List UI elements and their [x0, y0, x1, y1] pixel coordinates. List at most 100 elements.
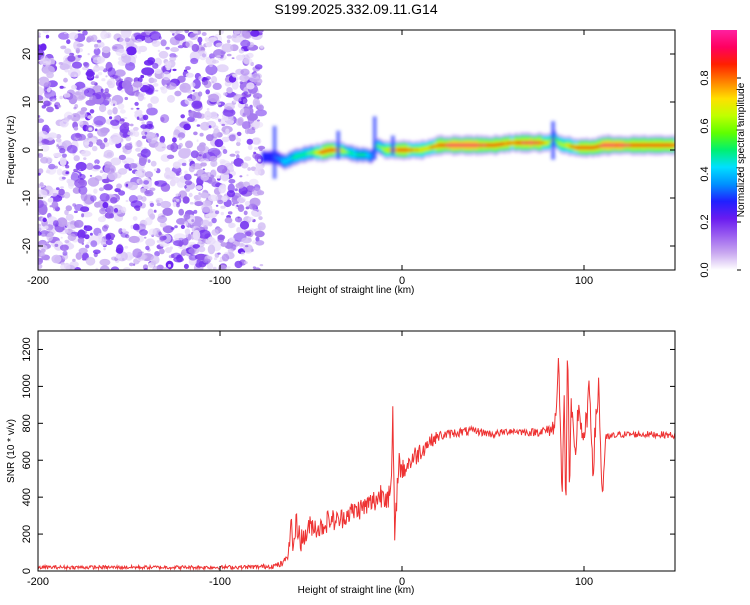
noise-blob — [103, 184, 113, 191]
ridge-peak — [503, 142, 507, 146]
ridge-peak — [447, 143, 451, 147]
noise-blob — [110, 197, 118, 204]
ridge-peak — [651, 143, 655, 147]
noise-blob — [165, 46, 170, 50]
noise-blob — [195, 259, 203, 268]
ridge-peak — [565, 143, 569, 147]
ridge-peak — [465, 143, 469, 147]
noise-blob — [156, 202, 161, 207]
noise-blob — [207, 147, 221, 157]
ridge-spike — [272, 126, 277, 179]
ridge-peak — [605, 143, 609, 147]
noise-blob — [254, 126, 258, 130]
colorbar-strip — [711, 30, 737, 270]
noise-blob — [54, 165, 58, 169]
noise-blob — [162, 207, 173, 216]
noise-blob — [212, 59, 219, 64]
noise-blob — [97, 232, 102, 239]
noise-blob — [245, 231, 252, 237]
noise-blob — [48, 127, 51, 132]
snr-ytick-label: 200 — [21, 525, 33, 543]
noise-blob — [206, 120, 217, 128]
noise-blob — [247, 167, 252, 171]
noise-blob — [74, 267, 81, 270]
noise-blob — [154, 180, 167, 187]
noise-blob — [64, 68, 70, 73]
ridge-peak — [497, 143, 501, 147]
noise-blob — [155, 89, 159, 92]
noise-blob — [83, 62, 90, 68]
noise-blob — [45, 224, 54, 231]
spectrogram-xtick-label: -200 — [27, 275, 49, 287]
noise-blob — [59, 95, 63, 100]
noise-blob — [66, 39, 71, 45]
noise-blob — [84, 225, 87, 228]
noise-blob — [202, 168, 206, 171]
noise-blob — [230, 118, 235, 121]
noise-blob — [201, 32, 207, 36]
noise-blob — [194, 195, 199, 200]
noise-blob — [147, 159, 151, 164]
noise-blob — [226, 266, 231, 269]
noise-blob — [189, 32, 199, 40]
noise-blob — [106, 152, 113, 157]
noise-blob — [125, 231, 129, 235]
ridge-peak — [311, 150, 315, 154]
ridge-peak — [485, 143, 489, 147]
noise-blob — [89, 232, 93, 236]
noise-blob — [191, 43, 200, 52]
ridge-peak — [607, 143, 611, 147]
noise-blob — [38, 115, 41, 118]
noise-blob — [151, 40, 161, 47]
noise-blob — [145, 245, 150, 251]
noise-blob — [62, 59, 71, 69]
ridge-peak — [613, 143, 617, 147]
noise-blob — [134, 170, 143, 177]
noise-blob — [65, 213, 74, 221]
noise-blob — [205, 89, 210, 95]
noise-blob — [208, 93, 220, 103]
noise-blob — [73, 40, 81, 51]
spectrogram-ytick-label: 0 — [21, 147, 33, 153]
spectrogram-frame — [37, 29, 676, 271]
noise-blob — [52, 99, 56, 102]
noise-blob — [81, 213, 85, 218]
noise-blob — [112, 103, 116, 106]
noise-blob — [92, 249, 101, 255]
noise-blob — [106, 205, 114, 214]
noise-blob — [144, 37, 153, 44]
noise-blob — [156, 240, 160, 243]
ridge-peak — [499, 142, 503, 146]
noise-blob — [55, 187, 60, 191]
noise-blob — [173, 233, 186, 241]
ridge-peak — [653, 143, 657, 147]
noise-blob — [178, 148, 191, 159]
ridge-peak — [301, 153, 305, 157]
noise-blob — [97, 41, 105, 48]
noise-blob — [52, 228, 55, 231]
noise-blob — [154, 251, 161, 257]
noise-blob — [212, 163, 215, 167]
ridge-peak — [323, 149, 327, 153]
noise-blob — [38, 95, 44, 101]
noise-blob — [38, 118, 45, 123]
noise-blob — [125, 136, 132, 142]
noise-blob — [190, 57, 199, 65]
noise-blob — [120, 109, 126, 114]
snr-frame — [37, 330, 676, 572]
noise-blob — [143, 236, 147, 239]
noise-blob — [220, 205, 226, 209]
noise-blob — [189, 93, 193, 97]
noise-blob — [192, 89, 195, 92]
ridge-peak — [325, 149, 329, 153]
ridge-peak — [355, 153, 359, 157]
noise-blob — [41, 233, 46, 237]
noise-blob — [42, 65, 55, 75]
noise-blob — [239, 175, 243, 178]
noise-blob — [47, 81, 52, 87]
noise-blob — [102, 46, 111, 54]
noise-blob — [224, 217, 233, 224]
noise-blob — [170, 47, 180, 53]
noise-blob — [145, 238, 156, 247]
